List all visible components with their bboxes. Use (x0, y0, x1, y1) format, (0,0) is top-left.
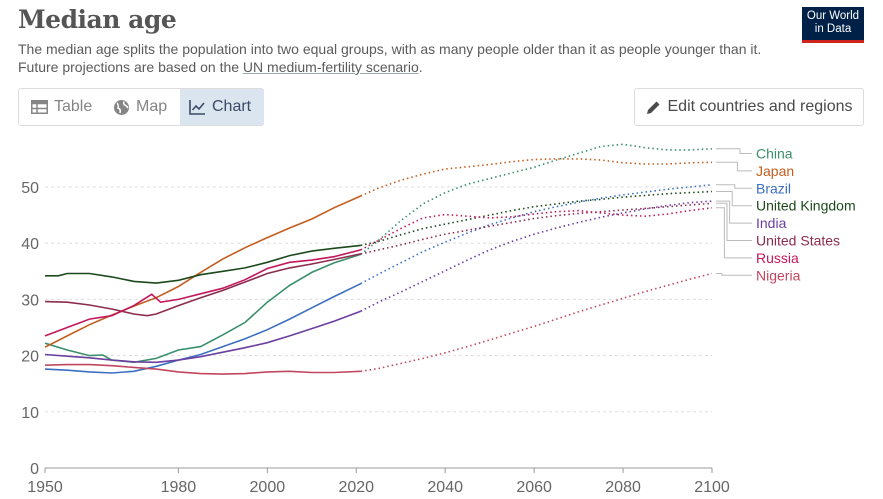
table-icon (31, 100, 48, 114)
x-tick-label: 2040 (427, 479, 463, 496)
line-chart-icon (189, 99, 205, 115)
series-line-historical (45, 244, 361, 284)
label-leader-line (716, 200, 752, 224)
series-lines (44, 143, 713, 375)
page-title: Median age (18, 5, 177, 34)
x-tick-label: 2080 (605, 479, 641, 496)
series-label: Nigeria (756, 267, 801, 283)
label-leader-line (716, 202, 752, 241)
series-label: China (756, 146, 793, 162)
series-line-projection (360, 184, 713, 285)
tab-table[interactable]: Table (31, 89, 92, 125)
series-line-projection (360, 200, 713, 312)
tab-map[interactable]: Map (113, 89, 167, 125)
x-tick-label: 2060 (516, 479, 552, 496)
y-tick-label: 30 (21, 292, 39, 309)
page-subtitle: The median age splits the population int… (18, 40, 778, 76)
series-label: Japan (756, 163, 794, 179)
label-leader-line (716, 184, 752, 189)
x-tick-label: 2020 (338, 479, 374, 496)
series-label: Brazil (756, 180, 791, 196)
x-tick-label: 2100 (694, 479, 730, 496)
y-tick-label: 0 (30, 461, 39, 478)
tab-chart[interactable]: Chart (180, 89, 264, 125)
tab-table-label: Table (54, 98, 93, 115)
series-line-projection (360, 190, 713, 247)
series-line-historical (44, 249, 361, 337)
x-tick-label: 1950 (27, 479, 63, 496)
x-tick-label: 2000 (250, 479, 286, 496)
y-tick-label: 50 (21, 180, 39, 197)
globe-icon (114, 99, 129, 115)
y-tick-label: 20 (21, 349, 39, 366)
series-label: United Kingdom (756, 198, 856, 214)
median-age-chart: 0 10 20 30 40 50 1950 1980 2000 2020 2040 2060 2080… (21, 143, 856, 496)
edit-countries-button[interactable]: Edit countries and regions (634, 88, 864, 126)
series-line-historical (44, 363, 361, 375)
tab-chart-inner: Chart (189, 89, 251, 125)
subtitle-link[interactable]: UN medium-fertility scenario (242, 59, 419, 75)
logo-line-2: in Data (814, 23, 852, 35)
x-axis: 1950 1980 2000 2020 2040 2060 2080 2100 (27, 467, 730, 496)
series-line-historical (44, 282, 362, 374)
view-tabs: Table Map Chart (18, 88, 264, 126)
owid-logo[interactable]: Our World in Data (802, 7, 864, 43)
series-line-historical (44, 310, 361, 364)
label-leader-line (716, 191, 752, 207)
series-line-historical (44, 253, 361, 317)
edit-button-label: Edit countries and regions (667, 98, 853, 115)
label-leader-line (716, 161, 752, 172)
logo-line-1: Our World (806, 10, 860, 22)
series-line-projection (360, 158, 713, 197)
series-label: Russia (756, 250, 799, 266)
y-tick-label: 10 (21, 405, 39, 422)
subtitle-text: The median age splits the population int… (18, 41, 762, 75)
label-leader-line (716, 207, 752, 259)
pencil-icon (646, 101, 659, 114)
label-leader-line (716, 273, 752, 276)
tab-chart-label: Chart (212, 98, 252, 115)
series-label: United States (756, 233, 840, 249)
series-label: India (756, 215, 787, 231)
series-line-historical (44, 253, 361, 364)
x-tick-label: 1980 (161, 479, 197, 496)
subtitle-end: . (418, 59, 423, 75)
y-axis-labels: 0 10 20 30 40 50 (21, 180, 39, 478)
series-line-historical (44, 195, 362, 348)
series-line-projection (360, 143, 713, 256)
tab-map-label: Map (136, 98, 168, 115)
series-line-projection (360, 272, 713, 373)
y-tick-label: 40 (21, 236, 39, 253)
label-leader-line (716, 148, 752, 154)
